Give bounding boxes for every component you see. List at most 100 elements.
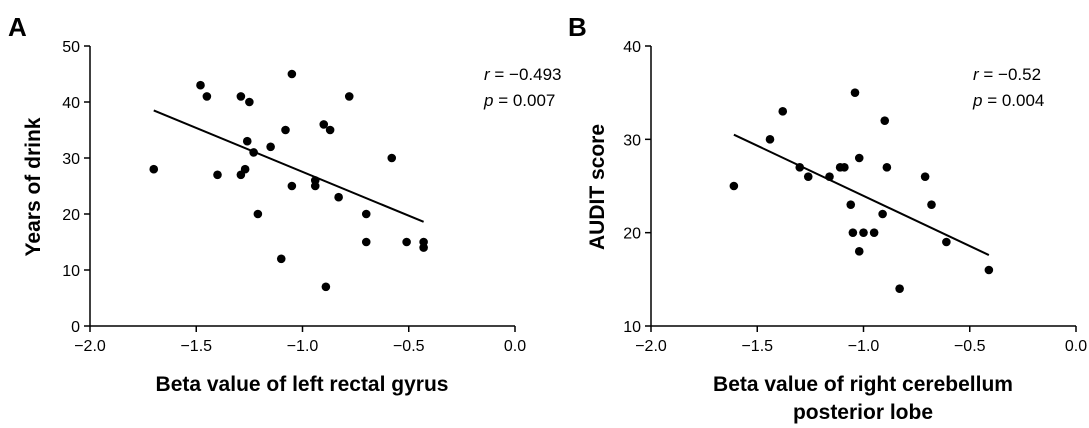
panel-b-data-point [895, 284, 904, 293]
panel-b-r-symbol: r [973, 65, 980, 84]
panel-a-data-point [213, 170, 222, 180]
panel-b-data-point [882, 163, 892, 172]
panel-b-p-symbol: p [972, 91, 982, 110]
panel-a-y-tick-label: 0 [71, 319, 80, 336]
panel-a-data-point [402, 237, 411, 247]
panel-b-y-ticks: 10 20 30 40 [623, 39, 651, 336]
panel-a-data-point [249, 148, 258, 157]
panel-b-data-point [984, 265, 994, 275]
panel-b-data-point [846, 200, 856, 209]
panel-b-data-point [942, 237, 951, 247]
panel-b-y-axis-label: AUDIT score [586, 124, 609, 250]
panel-a-p-symbol: p [483, 91, 493, 110]
panel-b-data-point [854, 247, 864, 256]
panel-b-x-axis-label-line-1: Beta value of right cerebellum [713, 373, 1013, 396]
panel-a-data-point [387, 153, 397, 163]
panel-a-data-point [287, 181, 297, 191]
panel-b-data-point [765, 135, 775, 144]
panel-a-r-symbol: r [484, 65, 491, 84]
panel-a-x-tick-label: 0.0 [504, 338, 526, 355]
panel-a-p-value: = 0.007 [493, 91, 555, 110]
panel-b-data-point [803, 172, 813, 181]
panel-b-data-point [795, 163, 805, 172]
panel-b-r-stat: r = −0.52 [973, 65, 1041, 84]
panel-a-data-point [361, 209, 371, 219]
panel-b-x-axis-label-line-2: posterior lobe [793, 401, 933, 424]
panel-b-data-point [778, 107, 788, 116]
panel-b-x-tick-label: −0.5 [954, 338, 986, 355]
panel-b-y-tick-label: 40 [623, 39, 641, 56]
panel-a-x-tick-label: −1.0 [287, 338, 319, 355]
panel-b-x-tick-label: −1.5 [741, 338, 773, 355]
panel-b-p-value: = 0.004 [982, 91, 1044, 110]
panel-b-data-point [920, 172, 930, 181]
panel-a-data-point [325, 125, 335, 135]
panel-b-y-tick-label: 10 [623, 319, 641, 336]
panel-a-data-point [419, 243, 428, 252]
panel-a-y-tick-label: 30 [62, 151, 80, 168]
panel-a-x-axis-label: Beta value of left rectal gyrus [156, 373, 449, 396]
panel-a-p-stat: p = 0.007 [483, 91, 555, 110]
panel-a-data-point [149, 164, 159, 174]
panel-b-points [729, 88, 994, 293]
panel-a-y-axis-label: Years of drink [22, 117, 45, 256]
panel-b-data-point [869, 228, 879, 237]
panel-a-r-value: = −0.493 [490, 65, 562, 84]
panel-a-data-point [334, 192, 343, 202]
panel-b-data-point [850, 88, 860, 97]
panel-b-data-point [927, 200, 936, 209]
panel-a-data-point [276, 254, 286, 264]
panel-b-y-tick-label: 20 [623, 226, 641, 243]
panel-a-data-point [202, 92, 212, 101]
panel-b-r-value: = −0.52 [979, 65, 1041, 84]
panel-a-y-ticks: 0 10 20 30 40 50 [62, 39, 90, 336]
panel-a-data-point [245, 97, 254, 107]
panel-a-x-tick-label: −0.5 [393, 338, 425, 355]
panel-b-x-ticks: −2.0 −1.5 −1.0 −0.5 0.0 [635, 326, 1087, 355]
panel-b-data-point [840, 163, 849, 172]
panel-a-regression-line [153, 109, 425, 223]
panel-b-data-point [880, 116, 890, 125]
panel-a-data-point [242, 136, 252, 146]
panel-b-x-tick-label: −1.0 [848, 338, 880, 355]
panel-a-label: A [8, 12, 27, 42]
panel-a-data-point [253, 209, 263, 219]
panel-a-data-point [344, 92, 354, 101]
panel-a-data-point [310, 181, 320, 191]
panel-a-data-point [287, 69, 297, 79]
panel-a-points [149, 69, 428, 292]
panel-a-data-point [361, 237, 371, 247]
panel-a-data-point [321, 282, 331, 292]
panel-b-axes [650, 46, 1076, 327]
panel-a-y-tick-label: 40 [62, 95, 80, 112]
panel-b-label: B [568, 12, 587, 42]
panel-b-p-stat: p = 0.004 [972, 91, 1044, 110]
panel-b-data-point [854, 153, 864, 163]
panel-b-x-tick-label: −2.0 [635, 338, 667, 355]
panel-b-data-point [825, 172, 834, 181]
panel-b-data-point [859, 228, 868, 237]
panel-b-x-tick-label: 0.0 [1065, 338, 1087, 355]
panel-a: A −2.0 −1.5 −1.0 −0.5 0.0 0 10 20 30 40 50 r = −0… [8, 12, 562, 396]
panel-a-y-tick-label: 50 [62, 39, 80, 56]
panel-a-axes [89, 46, 515, 327]
panel-a-data-point [240, 164, 250, 174]
panel-a-data-point [281, 125, 290, 135]
panel-a-y-tick-label: 10 [62, 263, 80, 280]
panel-b: B −2.0 −1.5 −1.0 −0.5 0.0 10 20 30 40 r = −0.52… [568, 12, 1087, 424]
panel-a-data-point [196, 80, 205, 90]
panel-a-y-tick-label: 20 [62, 207, 80, 224]
panel-a-x-tick-label: −1.5 [180, 338, 212, 355]
panel-a-data-point [319, 120, 329, 129]
panel-b-data-point [729, 181, 739, 191]
panel-a-x-ticks: −2.0 −1.5 −1.0 −0.5 0.0 [74, 326, 526, 355]
panel-a-r-stat: r = −0.493 [484, 65, 562, 84]
panel-a-data-point [266, 142, 275, 152]
panel-a-data-point [236, 92, 246, 101]
panel-b-data-point [878, 209, 887, 219]
panel-b-regression-line [733, 133, 990, 256]
panel-b-data-point [848, 228, 858, 237]
panel-a-x-tick-label: −2.0 [74, 338, 106, 355]
panel-b-y-tick-label: 30 [623, 132, 641, 149]
